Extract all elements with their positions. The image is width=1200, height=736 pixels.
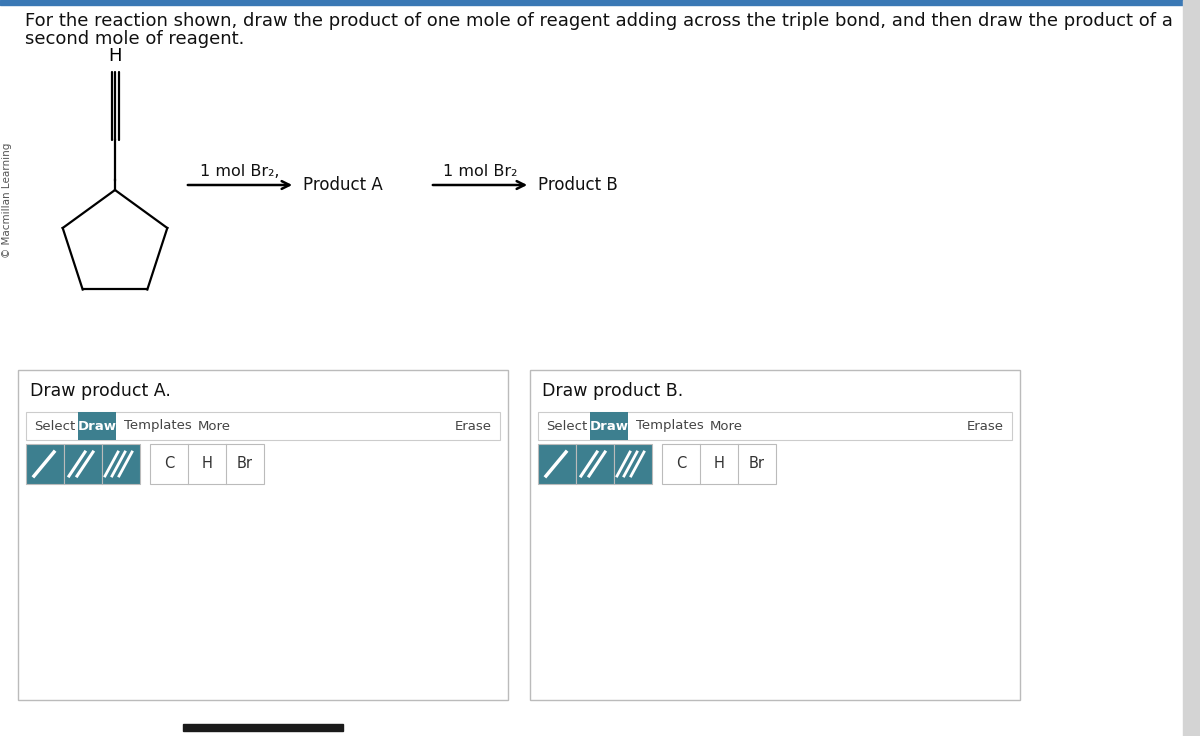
Bar <box>590 412 628 440</box>
Text: H: H <box>714 456 725 472</box>
Bar <box>182 724 343 731</box>
Text: 1 mol Br₂,: 1 mol Br₂, <box>200 164 280 179</box>
Text: Select: Select <box>34 420 76 433</box>
Bar <box>64 444 102 484</box>
Bar <box>538 444 576 484</box>
Text: 1 mol Br₂: 1 mol Br₂ <box>443 164 517 179</box>
Text: Select: Select <box>546 420 587 433</box>
Text: Product B: Product B <box>538 176 618 194</box>
Text: Br: Br <box>749 456 766 472</box>
Text: Templates: Templates <box>636 420 703 433</box>
Bar <box>530 370 1020 700</box>
Text: C: C <box>164 456 174 472</box>
Bar <box>576 444 614 484</box>
Bar <box>18 370 508 700</box>
Text: Draw: Draw <box>78 420 116 433</box>
Text: Draw product B.: Draw product B. <box>542 382 683 400</box>
Text: Br: Br <box>238 456 253 472</box>
Bar <box>0 0 1200 5</box>
Text: More: More <box>710 420 743 433</box>
Text: C: C <box>676 456 686 472</box>
Text: H: H <box>108 47 121 65</box>
Text: Templates: Templates <box>124 420 192 433</box>
Text: Draw: Draw <box>589 420 629 433</box>
Text: second mole of reagent.: second mole of reagent. <box>25 30 245 48</box>
Bar <box>78 412 116 440</box>
Bar <box>102 444 140 484</box>
Text: For the reaction shown, draw the product of one mole of reagent adding across th: For the reaction shown, draw the product… <box>25 12 1172 30</box>
Text: Product A: Product A <box>302 176 383 194</box>
Bar <box>26 444 64 484</box>
Text: Draw product A.: Draw product A. <box>30 382 170 400</box>
Text: © Macmillan Learning: © Macmillan Learning <box>2 142 12 258</box>
Bar <box>538 412 1012 440</box>
Bar <box>662 444 776 484</box>
Bar <box>26 412 500 440</box>
Text: Erase: Erase <box>455 420 492 433</box>
Bar <box>150 444 264 484</box>
Bar <box>1183 0 1200 736</box>
Bar <box>614 444 652 484</box>
Text: More: More <box>198 420 230 433</box>
Text: Erase: Erase <box>967 420 1004 433</box>
Text: H: H <box>202 456 212 472</box>
